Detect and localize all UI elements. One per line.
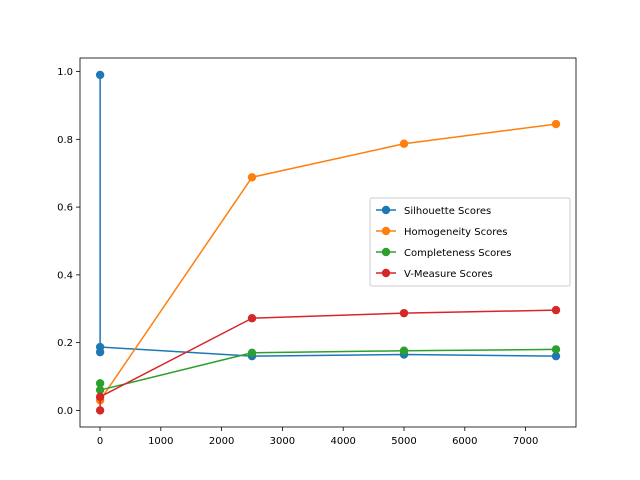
axes: 0 1000 2000 3000 4000 5000 6000 7000 0.0 0.2 0.4 0.… — [57, 57, 577, 447]
series-2-point — [399, 346, 409, 355]
series-2-point — [95, 385, 105, 395]
series-3-point — [399, 308, 409, 318]
series-1-point — [551, 119, 561, 129]
y-tick-label: 0.0 — [57, 406, 73, 417]
legend-swatch-marker — [381, 226, 391, 236]
x-tick-label: 5000 — [391, 436, 416, 447]
x-tick-label: 2000 — [209, 436, 234, 447]
series-3-point — [551, 305, 561, 315]
series-line-1 — [99, 123, 557, 401]
x-tick-label: 0 — [97, 436, 103, 447]
x-tick-label: 3000 — [270, 436, 295, 447]
series-0-point — [95, 70, 105, 80]
series-1-point — [247, 173, 257, 182]
legend-label: V-Measure Scores — [404, 269, 493, 280]
y-tick-label: 0.6 — [57, 203, 73, 214]
legend-swatch-marker — [381, 268, 391, 278]
axes-frame — [79, 57, 577, 428]
legend-label: Completeness Scores — [404, 248, 512, 259]
series-0-point — [551, 351, 561, 361]
legend-label: Silhouette Scores — [404, 206, 491, 217]
y-tick-label: 1.0 — [57, 67, 73, 78]
series-3-point — [247, 314, 257, 323]
legend: Silhouette Scores Homogeneity Scores Compl… — [369, 197, 571, 287]
legend-box — [369, 197, 571, 287]
y-tick-label: 0.2 — [57, 338, 73, 349]
plot-area — [95, 70, 561, 415]
y-tick-label: 0.8 — [57, 135, 73, 146]
series-2-point — [551, 345, 561, 354]
series-2-point — [95, 379, 105, 388]
legend-swatch-marker — [381, 247, 391, 257]
x-tick-label: 1000 — [148, 436, 173, 447]
legend-swatch-marker — [381, 205, 391, 215]
series-0-point — [95, 342, 105, 352]
series-line-0 — [99, 74, 557, 357]
x-tick-label: 4000 — [330, 436, 355, 447]
x-tick-label: 7000 — [513, 436, 538, 447]
series-3-point — [95, 392, 105, 402]
series-3-point — [95, 406, 105, 415]
x-tick-label: 6000 — [452, 436, 477, 447]
y-tick-label: 0.4 — [57, 270, 73, 281]
series-2-point — [247, 348, 257, 357]
legend-label: Homogeneity Scores — [404, 227, 508, 238]
series-1-point — [399, 139, 409, 148]
